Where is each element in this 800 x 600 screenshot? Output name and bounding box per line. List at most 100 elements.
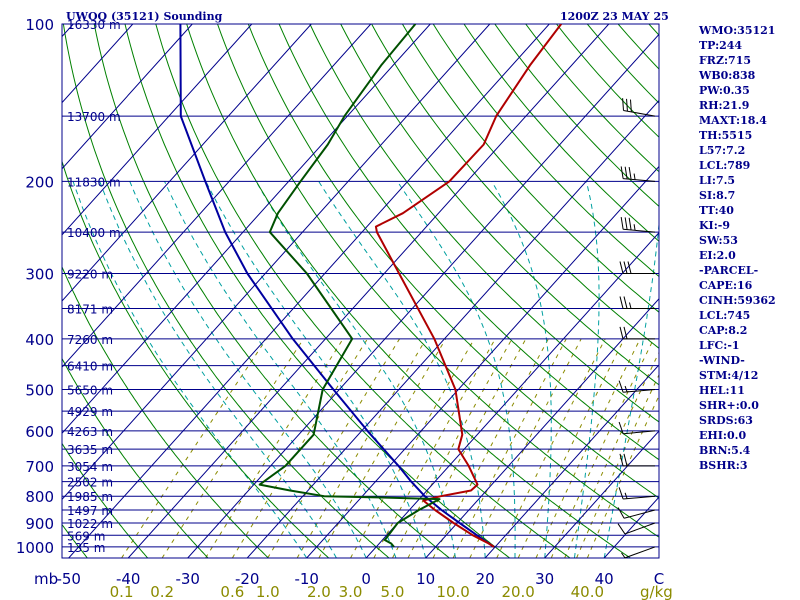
isotherm — [127, 24, 610, 558]
wind-barb-flag — [623, 453, 628, 467]
height-label: 9220 m — [67, 267, 113, 281]
wind-barb — [618, 487, 656, 500]
isotherm — [62, 24, 372, 368]
index-item: WMO:35121 — [699, 24, 776, 37]
mixing-ratio-tick-label: 20.0 — [501, 583, 534, 600]
wind-barb-flag — [628, 217, 632, 231]
dry-adiabat — [62, 24, 390, 558]
wind-barb — [620, 217, 656, 233]
wind-barb-staff — [623, 110, 656, 117]
mixing-ratio-tick-label: 1.0 — [256, 583, 280, 600]
index-item: L57:7.2 — [699, 144, 746, 157]
height-label: 4929 m — [67, 405, 113, 419]
wind-barb-staff — [623, 430, 656, 435]
isobars — [62, 23, 659, 548]
mixing-ratio-unit: g/kg — [640, 583, 673, 600]
moist-adiabat — [491, 181, 552, 558]
wind-barb-staff — [623, 178, 656, 182]
index-item: SW:53 — [699, 234, 738, 247]
moist-adiabat — [318, 181, 486, 558]
index-item: TP:244 — [699, 39, 743, 52]
index-item: MAXT:18.4 — [699, 114, 767, 127]
temperature-tick-label: -20 — [235, 570, 260, 588]
mixing-ratio-line — [373, 338, 496, 558]
wind-barb-half-flag — [633, 224, 636, 231]
mixing-ratio-line — [205, 338, 344, 558]
index-item: RH:21.9 — [699, 99, 750, 112]
wind-barb — [619, 261, 655, 274]
corner-label: C — [654, 570, 664, 588]
dry-adiabat — [309, 24, 659, 423]
pressure-unit-label: mb — [34, 570, 58, 588]
mixing-ratio-tick-label: 2.0 — [307, 583, 331, 600]
dry-adiabats — [62, 24, 659, 558]
wind-barbs — [617, 98, 656, 559]
index-item: PW:0.35 — [699, 84, 750, 97]
isotherm — [62, 24, 312, 302]
sounding-time: 1200Z 23 MAY 25 — [560, 10, 669, 23]
height-label: 10400 m — [67, 226, 121, 240]
mixing-ratio-line — [496, 338, 606, 558]
moist-adiabat — [574, 181, 600, 558]
temperature-tick-label: -50 — [56, 570, 81, 588]
index-item: KI:-9 — [699, 219, 730, 232]
index-item: EHI:0.0 — [699, 429, 747, 442]
moist-adiabat — [129, 181, 367, 558]
moist-adiabat — [99, 181, 337, 558]
pressure-label: 600 — [25, 423, 54, 441]
mixing-ratio-line — [535, 338, 641, 558]
index-item: BRN:5.4 — [699, 444, 751, 457]
height-label: 3635 m — [67, 443, 113, 457]
mixing-ratio-line — [432, 338, 549, 558]
mixing-ratio-tick-label: 5.0 — [381, 583, 405, 600]
wind-barb — [619, 453, 655, 467]
wind-barb-flag — [622, 98, 624, 111]
wind-barb — [619, 326, 655, 340]
index-item: HEL:11 — [699, 384, 745, 397]
wind-barb-flag — [618, 380, 624, 393]
pressure-label: 500 — [25, 382, 54, 400]
wind-barb-flag — [620, 217, 624, 230]
dry-adiabat — [62, 159, 330, 558]
wind-barb — [617, 522, 656, 535]
isotherm — [246, 99, 659, 558]
wind-barb-flag — [623, 261, 628, 274]
wind-barb-half-flag — [621, 552, 626, 559]
dry-adiabat — [62, 442, 149, 558]
mixing-ratio-line — [121, 338, 267, 558]
wind-barb-flag — [626, 98, 628, 112]
wind-barb-half-flag — [624, 492, 628, 499]
mixing-ratio-line — [267, 338, 401, 558]
wind-barb-flag — [617, 523, 626, 535]
wind-barb-flag — [619, 326, 624, 339]
wind-barb-staff — [624, 546, 656, 559]
index-item: CAP:8.2 — [699, 324, 748, 337]
mixing-ratio-line — [550, 338, 655, 558]
isotherm — [62, 24, 491, 501]
dry-adiabat — [216, 24, 659, 538]
wind-barb-half-flag — [633, 173, 636, 180]
dry-adiabat — [401, 24, 659, 313]
mixing-ratio-line — [231, 338, 368, 558]
wind-barb — [618, 380, 656, 393]
moist-adiabat — [603, 219, 659, 558]
wind-barb-flag — [628, 167, 632, 180]
mixing-ratio-tick-label: 40.0 — [571, 583, 604, 600]
wind-barb-flag — [624, 166, 628, 180]
wind-barb-flag — [619, 453, 624, 467]
height-label: 1497 m — [67, 504, 113, 518]
index-item: FRZ:715 — [699, 54, 752, 67]
index-item: -WIND- — [699, 354, 745, 367]
isotherm — [62, 24, 431, 434]
wind-barb-flag — [624, 217, 628, 230]
index-item: LFC:-1 — [699, 339, 740, 352]
mixing-ratio-line — [469, 338, 582, 558]
plot-border — [61, 23, 660, 559]
mixing-ratio-line — [452, 338, 567, 558]
moist-adiabat — [396, 181, 516, 558]
wind-barb-flag — [619, 261, 624, 274]
mixing-ratio-line — [161, 338, 305, 558]
sounding-profiles — [179, 24, 562, 548]
dry-adiabat — [155, 24, 571, 558]
height-label: 1022 m — [67, 517, 113, 531]
